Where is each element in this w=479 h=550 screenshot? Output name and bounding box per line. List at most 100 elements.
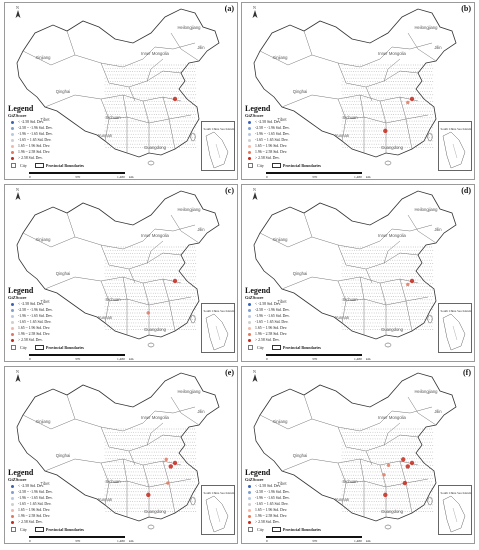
legend-item: -1.96 ~ -1.65 Std. Dev.	[8, 313, 100, 319]
province-label: Sichuan	[342, 479, 358, 484]
province-label: Sichuan	[105, 479, 121, 484]
hotspot-marker	[382, 473, 386, 477]
panel-letter: (e)	[225, 368, 234, 377]
scale-unit: km	[129, 174, 134, 179]
provincial-boundaries	[259, 212, 437, 335]
south-china-sea-inset	[201, 485, 235, 535]
legend-swatch	[248, 490, 251, 494]
hainan-outline	[147, 160, 155, 166]
legend-label: 1.96 ~ 2.58 Std. Dev.	[18, 514, 51, 518]
province-boundary-label: Provincial Boundaries	[45, 344, 84, 350]
legend-label: 1.65 ~ 1.96 Std. Dev.	[18, 326, 51, 330]
legend-swatch	[248, 508, 251, 512]
panel-letter: (b)	[461, 4, 471, 13]
province-label: Inner Mongolia	[141, 51, 169, 56]
city-label: City	[257, 526, 264, 532]
taiwan-outline	[427, 496, 433, 506]
legend: Legend GiZScore < -2.58 Std. Dev. -2.58 ~ -…	[245, 468, 337, 532]
legend-swatch	[248, 150, 251, 154]
legend-subtitle: GiZScore	[245, 113, 264, 118]
scale-label: 0	[29, 538, 31, 543]
legend-item: 1.65 ~ 1.96 Std. Dev.	[8, 325, 100, 331]
legend-swatch	[11, 338, 14, 342]
legend-item: < -2.58 Std. Dev.	[8, 119, 100, 125]
province-label: Tibet	[40, 299, 50, 304]
legend-item: < -2.58 Std. Dev.	[245, 119, 337, 125]
province-label: Heilongjiang	[414, 25, 438, 30]
province-label: Guangdong	[381, 145, 404, 150]
legend-subtitle: GiZScore	[245, 295, 264, 300]
city-swatch	[11, 162, 16, 168]
legend-item: > 2.58 Std. Dev.	[245, 155, 337, 161]
legend-label: > 2.58 Std. Dev.	[18, 520, 43, 524]
legend-label: -1.96 ~ -1.65 Std. Dev.	[18, 314, 53, 318]
hotspot-marker	[405, 464, 410, 469]
province-label: Tibet	[40, 481, 50, 486]
legend-item: -1.65 ~ 1.65 Std. Dev.	[8, 319, 100, 325]
taiwan-outline	[427, 132, 433, 142]
legend-item: -2.58 ~ -1.96 Std. Dev.	[245, 125, 337, 131]
province-label: Heilongjiang	[177, 389, 201, 394]
province-label: Guangdong	[144, 509, 167, 514]
province-label: Heilongjiang	[177, 25, 201, 30]
panel-letter: (d)	[461, 186, 471, 195]
legend-item: -1.96 ~ -1.65 Std. Dev.	[8, 495, 100, 501]
legend-label: -1.96 ~ -1.65 Std. Dev.	[255, 496, 290, 500]
scale-bar: 0 370 1,480 km	[266, 536, 370, 543]
legend-label: -1.65 ~ 1.65 Std. Dev.	[255, 138, 289, 142]
province-label: Sichuan	[342, 115, 358, 120]
province-label: Qinghai	[56, 271, 71, 276]
legend-item: 1.65 ~ 1.96 Std. Dev.	[245, 143, 337, 149]
legend-item: -2.58 ~ -1.96 Std. Dev.	[8, 125, 100, 131]
city-label: City	[20, 344, 27, 350]
north-arrow-icon: N	[251, 5, 259, 21]
hainan-outline	[384, 160, 392, 166]
province-label: Guangdong	[381, 327, 404, 332]
legend-item: > 2.58 Std. Dev.	[245, 519, 337, 525]
hotspot-marker	[402, 480, 408, 486]
legend-swatch	[11, 502, 14, 506]
legend-item: > 2.58 Std. Dev.	[8, 519, 100, 525]
legend-label: < -2.58 Std. Dev.	[255, 302, 281, 306]
city-swatch	[248, 526, 253, 532]
legend-label: < -2.58 Std. Dev.	[18, 120, 44, 124]
legend-swatch	[248, 520, 251, 524]
legend: Legend GiZScore < -2.58 Std. Dev. -2.58 ~ -…	[8, 104, 100, 168]
map-panel-c: Heilongjiang Jilin Inner Mongolia Xinjiang Q…	[4, 184, 238, 362]
province-label: Qinghai	[293, 271, 308, 276]
north-label: N	[253, 369, 256, 374]
north-arrow-icon: N	[251, 369, 259, 385]
hotspot-marker	[383, 128, 388, 134]
scale-unit: km	[366, 356, 371, 361]
legend-swatch	[11, 326, 14, 330]
legend-item: -1.65 ~ 1.65 Std. Dev.	[245, 501, 337, 507]
legend-label: < -2.58 Std. Dev.	[18, 302, 44, 306]
hotspot-marker	[383, 492, 388, 498]
scale-label: 1,480	[354, 356, 362, 361]
map-panel-a: Heilongjiang Jilin Inner Mongolia Xinjiang Q…	[4, 2, 238, 180]
legend-item: -1.65 ~ 1.65 Std. Dev.	[245, 137, 337, 143]
scale-bar: 0 370 1,480 km	[29, 172, 133, 179]
legend: Legend GiZScore < -2.58 Std. Dev. -2.58 ~ -…	[8, 286, 100, 350]
legend-item: 1.65 ~ 1.96 Std. Dev.	[245, 325, 337, 331]
province-label: Tibet	[277, 299, 287, 304]
legend-swatch	[248, 332, 251, 336]
legend-swatch	[11, 120, 14, 124]
provincial-boundaries	[22, 30, 200, 153]
legend-swatch	[248, 156, 251, 160]
map-panel-e: Heilongjiang Jilin Inner Mongolia Xinjiang Q…	[4, 366, 238, 544]
legend-swatch	[11, 320, 14, 324]
county-texture	[104, 64, 197, 148]
south-china-sea-inset	[438, 121, 472, 171]
province-label: Yunnan	[98, 497, 113, 502]
legend-swatch	[11, 496, 14, 500]
legend: Legend GiZScore < -2.58 Std. Dev. -2.58 ~ -…	[8, 468, 100, 532]
south-china-sea-inset	[201, 121, 235, 171]
legend-item: -2.58 ~ -1.96 Std. Dev.	[245, 489, 337, 495]
scale-label: 1,480	[117, 538, 125, 543]
map-panel-d: Heilongjiang Jilin Inner Mongolia Xinjiang Q…	[241, 184, 475, 362]
hotspot-marker	[409, 460, 415, 466]
province-label: Xinjiang	[36, 237, 52, 242]
legend-label: 1.65 ~ 1.96 Std. Dev.	[255, 508, 288, 512]
taiwan-outline	[190, 314, 196, 324]
